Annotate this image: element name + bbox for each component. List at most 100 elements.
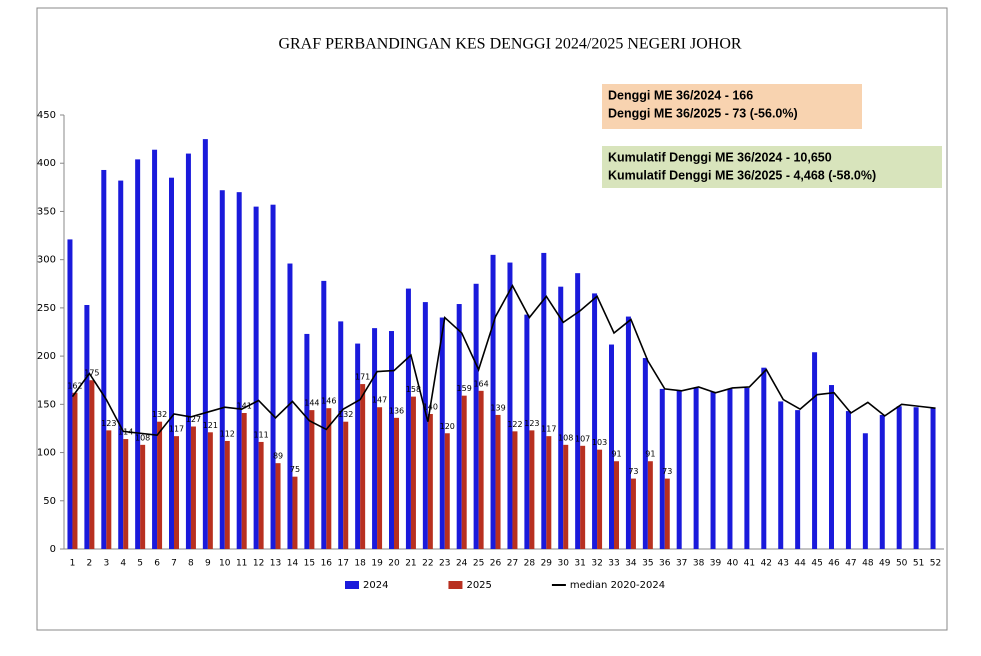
x-tick-label: 36: [659, 559, 671, 569]
bar: [185, 153, 191, 550]
x-tick-label: 5: [137, 559, 143, 569]
x-tick-label: 22: [422, 559, 433, 569]
data-label: 136: [389, 406, 404, 415]
data-label: 144: [304, 399, 319, 408]
annotation: Kumulatif Denggi ME 36/2025 - 4,468 (-58…: [608, 168, 876, 182]
bar: [190, 426, 196, 549]
bar: [845, 411, 851, 549]
x-tick-label: 47: [845, 559, 856, 569]
x-tick-label: 12: [253, 559, 264, 569]
bar: [270, 204, 276, 549]
bar: [202, 139, 208, 549]
bar: [84, 304, 90, 549]
x-tick-label: 6: [154, 559, 160, 569]
bar: [558, 286, 564, 549]
data-label: 123: [101, 419, 116, 428]
data-label: 73: [628, 467, 638, 476]
x-tick-label: 10: [219, 559, 231, 569]
bar: [659, 388, 665, 549]
y-tick-label: 50: [43, 496, 56, 507]
bar: [309, 410, 315, 549]
bar: [664, 478, 670, 549]
x-tick-label: 40: [727, 559, 739, 569]
x-tick-label: 24: [456, 559, 468, 569]
legend-label: 2025: [466, 580, 491, 591]
x-tick-label: 8: [188, 559, 194, 569]
annotation: Denggi ME 36/2024 - 166: [608, 88, 753, 102]
data-label: 132: [152, 410, 167, 419]
x-tick-label: 27: [507, 559, 518, 569]
data-label: 117: [541, 425, 556, 434]
data-label: 158: [406, 385, 421, 394]
chart-title: GRAF PERBANDINGAN KES DENGGI 2024/2025 N…: [278, 36, 741, 53]
annotation-box: [602, 84, 862, 129]
x-tick-label: 37: [676, 559, 687, 569]
bar: [219, 190, 225, 549]
data-label: 122: [507, 420, 522, 429]
bar: [72, 392, 78, 549]
data-label: 73: [662, 467, 672, 476]
bar: [575, 273, 581, 549]
bar: [140, 444, 146, 549]
x-tick-label: 41: [744, 559, 755, 569]
bar: [580, 445, 586, 549]
bar: [862, 433, 868, 549]
bar: [563, 444, 569, 549]
bar: [101, 169, 107, 549]
x-tick-label: 19: [371, 559, 383, 569]
x-tick-label: 51: [913, 559, 924, 569]
bar: [744, 387, 750, 549]
bar: [236, 192, 242, 549]
y-tick-label: 150: [37, 399, 56, 410]
bar: [896, 406, 902, 549]
bar: [524, 314, 530, 549]
bar: [326, 408, 332, 549]
data-label: 120: [440, 422, 455, 431]
bar: [355, 343, 361, 549]
x-tick-label: 52: [930, 559, 941, 569]
data-label: 175: [84, 369, 99, 378]
y-tick-label: 200: [37, 351, 56, 362]
x-tick-label: 21: [405, 559, 416, 569]
x-tick-label: 50: [896, 559, 908, 569]
bar: [592, 293, 598, 549]
bar: [529, 430, 535, 549]
y-tick-label: 350: [37, 206, 56, 217]
bar: [292, 476, 298, 549]
bar: [456, 304, 462, 549]
x-tick-label: 39: [710, 559, 722, 569]
x-tick-label: 3: [103, 559, 109, 569]
bar: [304, 333, 310, 549]
bar: [507, 262, 513, 549]
bar: [123, 439, 129, 549]
bar: [405, 288, 411, 549]
x-tick-label: 35: [642, 559, 653, 569]
bar: [930, 408, 936, 549]
y-tick-label: 400: [37, 158, 56, 169]
bar: [410, 396, 416, 549]
legend-swatch: [448, 581, 463, 589]
bar: [614, 461, 619, 549]
bar: [253, 206, 259, 549]
bar: [372, 328, 378, 549]
data-label: 132: [338, 410, 353, 419]
x-tick-label: 43: [778, 559, 789, 569]
x-tick-label: 7: [171, 559, 177, 569]
y-tick-label: 300: [37, 255, 56, 266]
bar: [495, 414, 501, 549]
legend-label: median 2020-2024: [570, 580, 665, 591]
x-tick-label: 30: [558, 559, 570, 569]
data-label: 162: [67, 381, 82, 390]
bar: [778, 401, 784, 549]
line: [71, 284, 936, 437]
x-tick-label: 38: [693, 559, 705, 569]
data-label: 91: [645, 450, 655, 459]
x-tick-label: 44: [794, 559, 806, 569]
bar: [343, 421, 349, 549]
legend-label: 2024: [363, 580, 388, 591]
data-label: 107: [575, 434, 590, 443]
x-tick-label: 26: [490, 559, 502, 569]
bar: [118, 180, 124, 550]
x-tick-label: 4: [120, 559, 126, 569]
y-tick-label: 100: [37, 448, 56, 459]
